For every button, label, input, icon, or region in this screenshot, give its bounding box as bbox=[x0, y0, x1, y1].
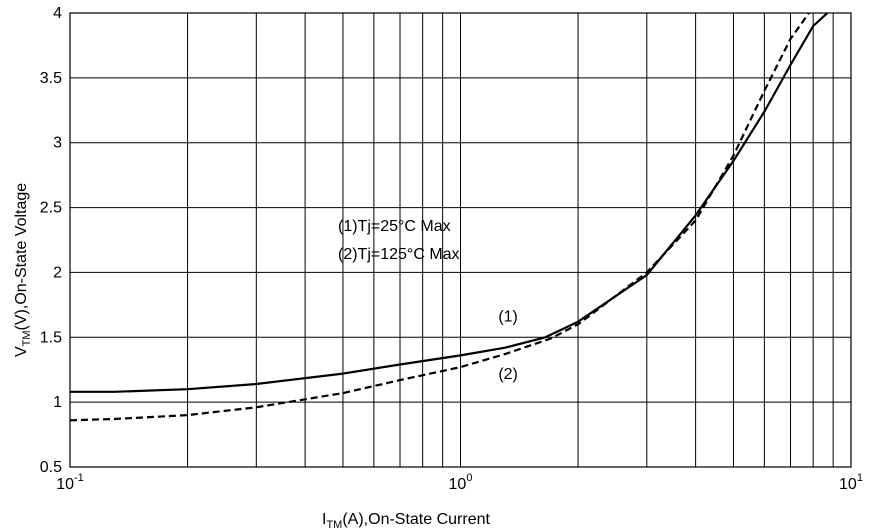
y-axis-title-sub: TM bbox=[21, 330, 33, 346]
y-axis-title: VTM(V),On-State Voltage bbox=[13, 183, 33, 357]
x-axis-title-main: I bbox=[322, 511, 326, 528]
series-label-1: (1) bbox=[498, 309, 518, 326]
plot-frame bbox=[69, 12, 852, 468]
tick-labels: 0.5 1 1.5 2 2.5 3 3.5 4 10-1 100 101 bbox=[40, 5, 863, 493]
x-tick-label: 101 bbox=[839, 472, 863, 493]
series-line-1 bbox=[70, 13, 829, 393]
series-line-2 bbox=[70, 13, 810, 422]
x-tick-label: 100 bbox=[449, 472, 473, 493]
x-axis-title: ITM(A),On-State Current bbox=[322, 511, 491, 528]
y-tick-label: 1.5 bbox=[40, 329, 62, 346]
x-axis-title-rest: (A),On-State Current bbox=[342, 511, 490, 528]
y-tick-label: 1 bbox=[53, 394, 62, 411]
series-label-2: (2) bbox=[498, 366, 518, 383]
y-tick-label: 2 bbox=[53, 264, 62, 281]
y-axis-title-rest: (V),On-State Voltage bbox=[13, 183, 30, 331]
y-tick-label: 4 bbox=[53, 5, 62, 22]
y-tick-label: 0.5 bbox=[40, 459, 62, 476]
y-tick-label: 3.5 bbox=[40, 70, 62, 87]
legend-line-2: (2)Tj=125°C Max bbox=[338, 246, 460, 263]
y-tick-label: 3 bbox=[53, 135, 62, 152]
series-layer: (1) (2) bbox=[70, 13, 829, 422]
x-tick-label: 10-1 bbox=[56, 472, 84, 493]
y-tick-label: 2.5 bbox=[40, 200, 62, 217]
x-axis-title-sub: TM bbox=[326, 519, 342, 528]
grid bbox=[70, 13, 851, 467]
legend-line-1: (1)Tj=25°C Max bbox=[338, 218, 451, 235]
y-axis-title-main: V bbox=[13, 346, 30, 357]
